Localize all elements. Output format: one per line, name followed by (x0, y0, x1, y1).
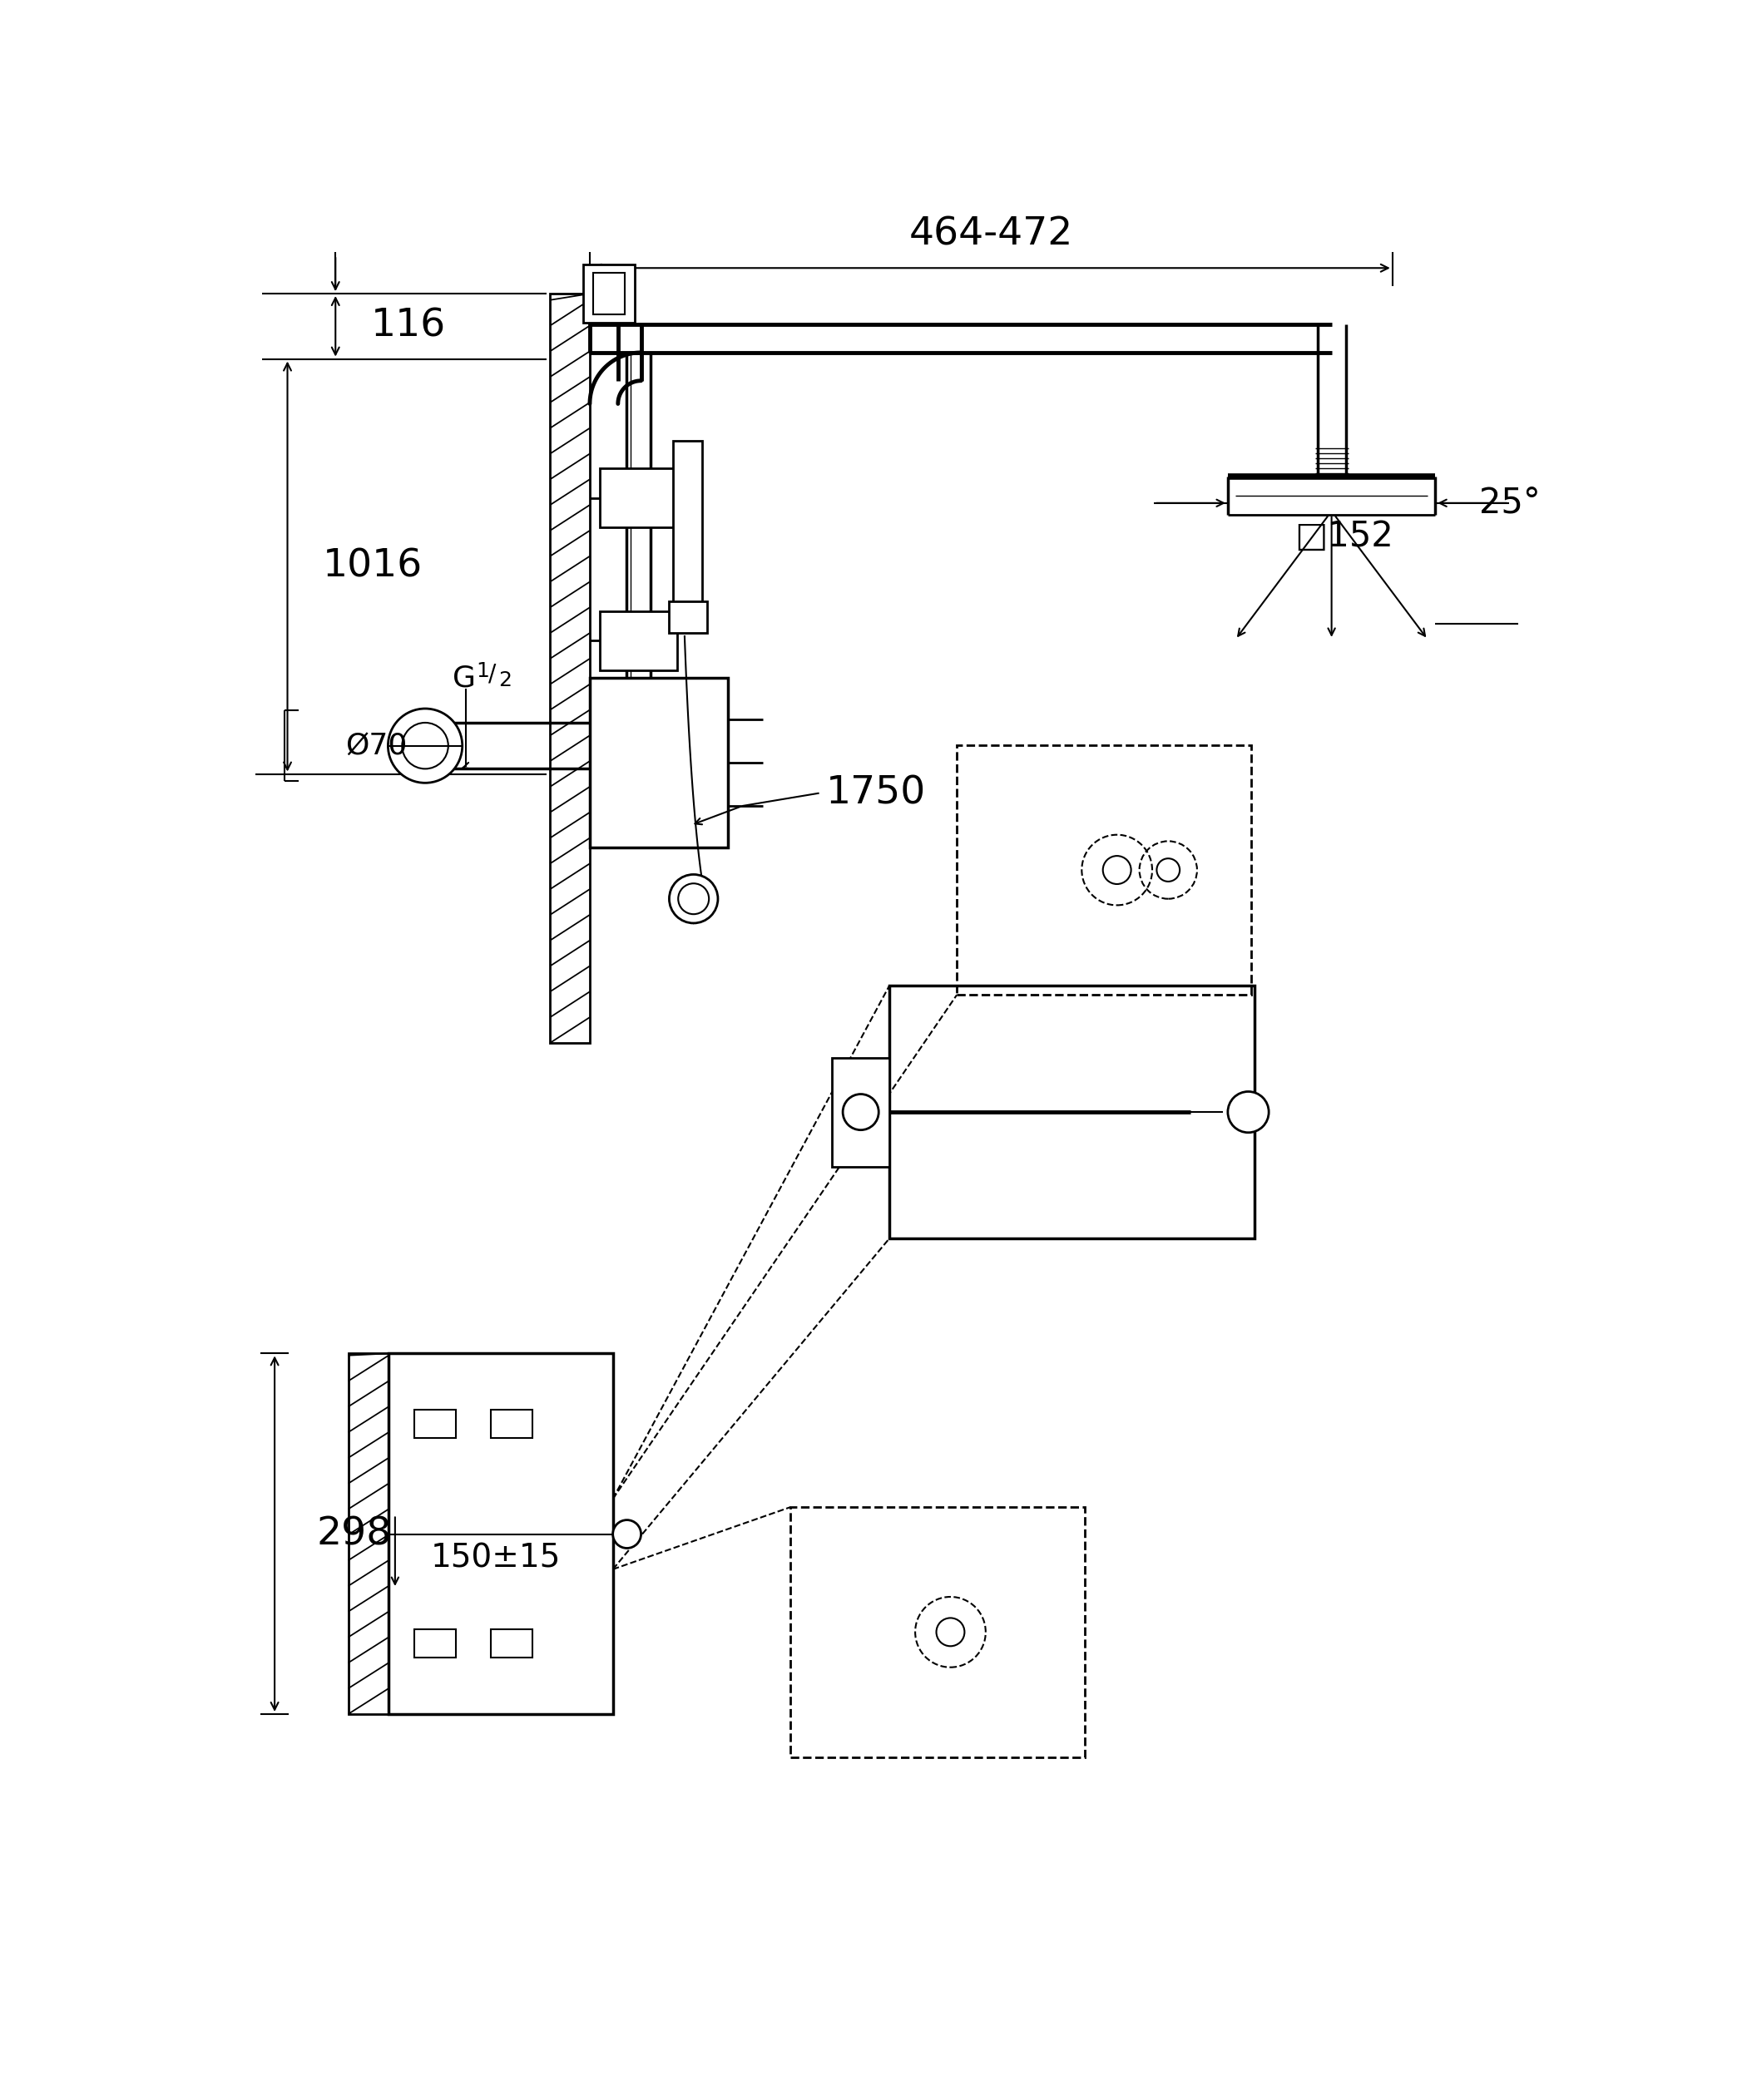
Text: 1: 1 (477, 662, 489, 680)
Text: 298: 298 (317, 1516, 391, 1552)
Bar (832, 1058, 890, 1166)
Text: Ø70: Ø70 (345, 731, 406, 760)
Bar (592, 273, 625, 315)
Text: 25°: 25° (1479, 485, 1540, 521)
Bar (599, 611, 676, 670)
Bar (413, 1409, 456, 1439)
Bar (673, 441, 703, 605)
Circle shape (843, 1094, 880, 1130)
Text: 150±15: 150±15 (431, 1544, 561, 1575)
Bar (491, 1409, 533, 1439)
Text: G: G (452, 664, 477, 693)
Text: □152: □152 (1295, 519, 1395, 554)
Bar (590, 678, 727, 848)
Circle shape (387, 708, 463, 783)
Circle shape (678, 884, 710, 914)
Circle shape (1102, 857, 1132, 884)
Circle shape (1228, 1092, 1268, 1132)
Bar (491, 1630, 533, 1657)
Bar (583, 265, 634, 323)
Text: 464-472: 464-472 (909, 216, 1072, 254)
Bar (890, 985, 1254, 1239)
Bar (349, 1354, 389, 1714)
Circle shape (669, 874, 718, 924)
Bar (550, 294, 590, 1044)
Circle shape (936, 1617, 965, 1646)
Circle shape (613, 1520, 641, 1548)
Bar (669, 601, 708, 632)
Text: /: / (489, 662, 496, 687)
Circle shape (1156, 859, 1179, 882)
Bar (957, 746, 1251, 995)
Text: 1016: 1016 (322, 548, 422, 586)
Bar (790, 1508, 1084, 1758)
Text: 2: 2 (499, 670, 512, 691)
Bar (389, 1354, 613, 1714)
Circle shape (403, 722, 449, 769)
Text: 116: 116 (371, 307, 445, 344)
Bar (413, 1630, 456, 1657)
Bar (599, 468, 676, 527)
Text: 1750: 1750 (825, 775, 925, 813)
